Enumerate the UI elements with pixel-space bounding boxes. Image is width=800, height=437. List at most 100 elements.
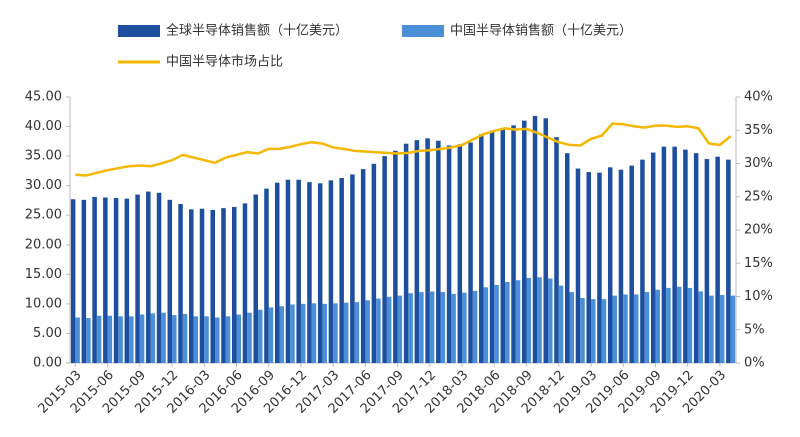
bar: [522, 120, 527, 364]
bar: [715, 156, 720, 363]
bar: [672, 146, 677, 363]
bar: [393, 150, 398, 363]
bar: [167, 199, 173, 363]
y2-tick-label: 30%: [744, 156, 773, 171]
bar: [124, 198, 130, 363]
bar: [511, 125, 516, 363]
bar: [543, 118, 549, 363]
bar: [440, 292, 446, 363]
bar: [666, 287, 671, 363]
legend-label: 中国半导体销售额（十亿美元）: [450, 23, 632, 39]
legend-swatch: [402, 25, 444, 37]
bar: [623, 294, 628, 363]
bar: [210, 209, 216, 363]
bar: [719, 295, 725, 363]
y-tick-label: 0.00: [33, 356, 62, 371]
bar: [425, 138, 430, 363]
bar: [558, 285, 564, 363]
bar: [129, 316, 134, 363]
bar: [500, 129, 506, 363]
bar: [597, 172, 602, 363]
bar: [268, 307, 274, 363]
bar: [676, 286, 682, 363]
bar: [446, 145, 452, 363]
legend-label: 中国半导体市场占比: [166, 54, 283, 70]
bar: [371, 163, 377, 363]
bar: [575, 168, 581, 363]
bar: [204, 316, 209, 363]
bar: [548, 278, 553, 363]
bar: [199, 208, 205, 363]
bar: [113, 198, 119, 363]
bar: [554, 137, 559, 363]
bar: [494, 284, 499, 363]
bar: [339, 177, 344, 363]
bar: [253, 194, 258, 363]
bar: [81, 199, 87, 363]
bar: [221, 208, 226, 363]
bar: [146, 191, 151, 363]
bar: [343, 302, 349, 363]
bar: [354, 302, 360, 363]
y2-tick-label: 35%: [744, 123, 773, 138]
bar: [586, 172, 591, 363]
y-tick-label: 5.00: [33, 326, 62, 341]
bar: [92, 196, 97, 363]
legend-swatch: [118, 25, 160, 37]
bar: [322, 303, 327, 363]
bar: [644, 292, 650, 363]
bar: [640, 159, 645, 363]
bar: [296, 179, 301, 363]
y2-tick-label: 0%: [744, 356, 765, 371]
bar: [161, 312, 166, 363]
bar: [489, 130, 495, 363]
bar: [311, 303, 317, 363]
bar: [300, 303, 306, 363]
bar: [468, 142, 473, 363]
bar: [182, 313, 188, 363]
y2-tick-label: 25%: [744, 189, 773, 204]
bar: [365, 300, 370, 363]
bar: [633, 294, 639, 363]
y2-tick-label: 10%: [744, 289, 773, 304]
bar: [419, 292, 424, 363]
bar: [350, 174, 355, 363]
bar: [193, 316, 199, 363]
bar: [683, 149, 688, 363]
legend-label: 全球半导体销售额（十亿美元）: [166, 23, 348, 39]
bar: [687, 287, 693, 363]
bar: [472, 290, 478, 363]
bar: [118, 316, 123, 363]
bar: [601, 299, 607, 363]
bar: [247, 312, 252, 363]
y-tick-label: 15.00: [25, 267, 62, 282]
bar: [580, 297, 585, 363]
bar: [537, 277, 542, 363]
bar: [382, 156, 387, 363]
bar: [661, 146, 667, 363]
bar: [360, 169, 366, 363]
bar: [139, 314, 145, 363]
bar: [242, 203, 248, 363]
bar: [479, 134, 484, 363]
bar: [726, 159, 731, 363]
bar: [526, 277, 532, 363]
bar: [451, 293, 456, 363]
bar: [590, 299, 596, 363]
line: [75, 122, 732, 177]
bar: [397, 295, 403, 363]
bar: [693, 153, 699, 363]
bar: [532, 115, 538, 363]
y-tick-label: 25.00: [25, 208, 62, 223]
bar: [629, 165, 634, 363]
bar: [70, 199, 76, 363]
y2-tick-label: 15%: [744, 256, 773, 271]
bar: [462, 292, 467, 363]
bar: [285, 179, 291, 363]
bar: [225, 316, 231, 363]
bar: [279, 306, 284, 363]
bar: [704, 159, 710, 363]
bar: [172, 315, 177, 363]
bar: [408, 293, 413, 363]
bar: [429, 291, 435, 363]
